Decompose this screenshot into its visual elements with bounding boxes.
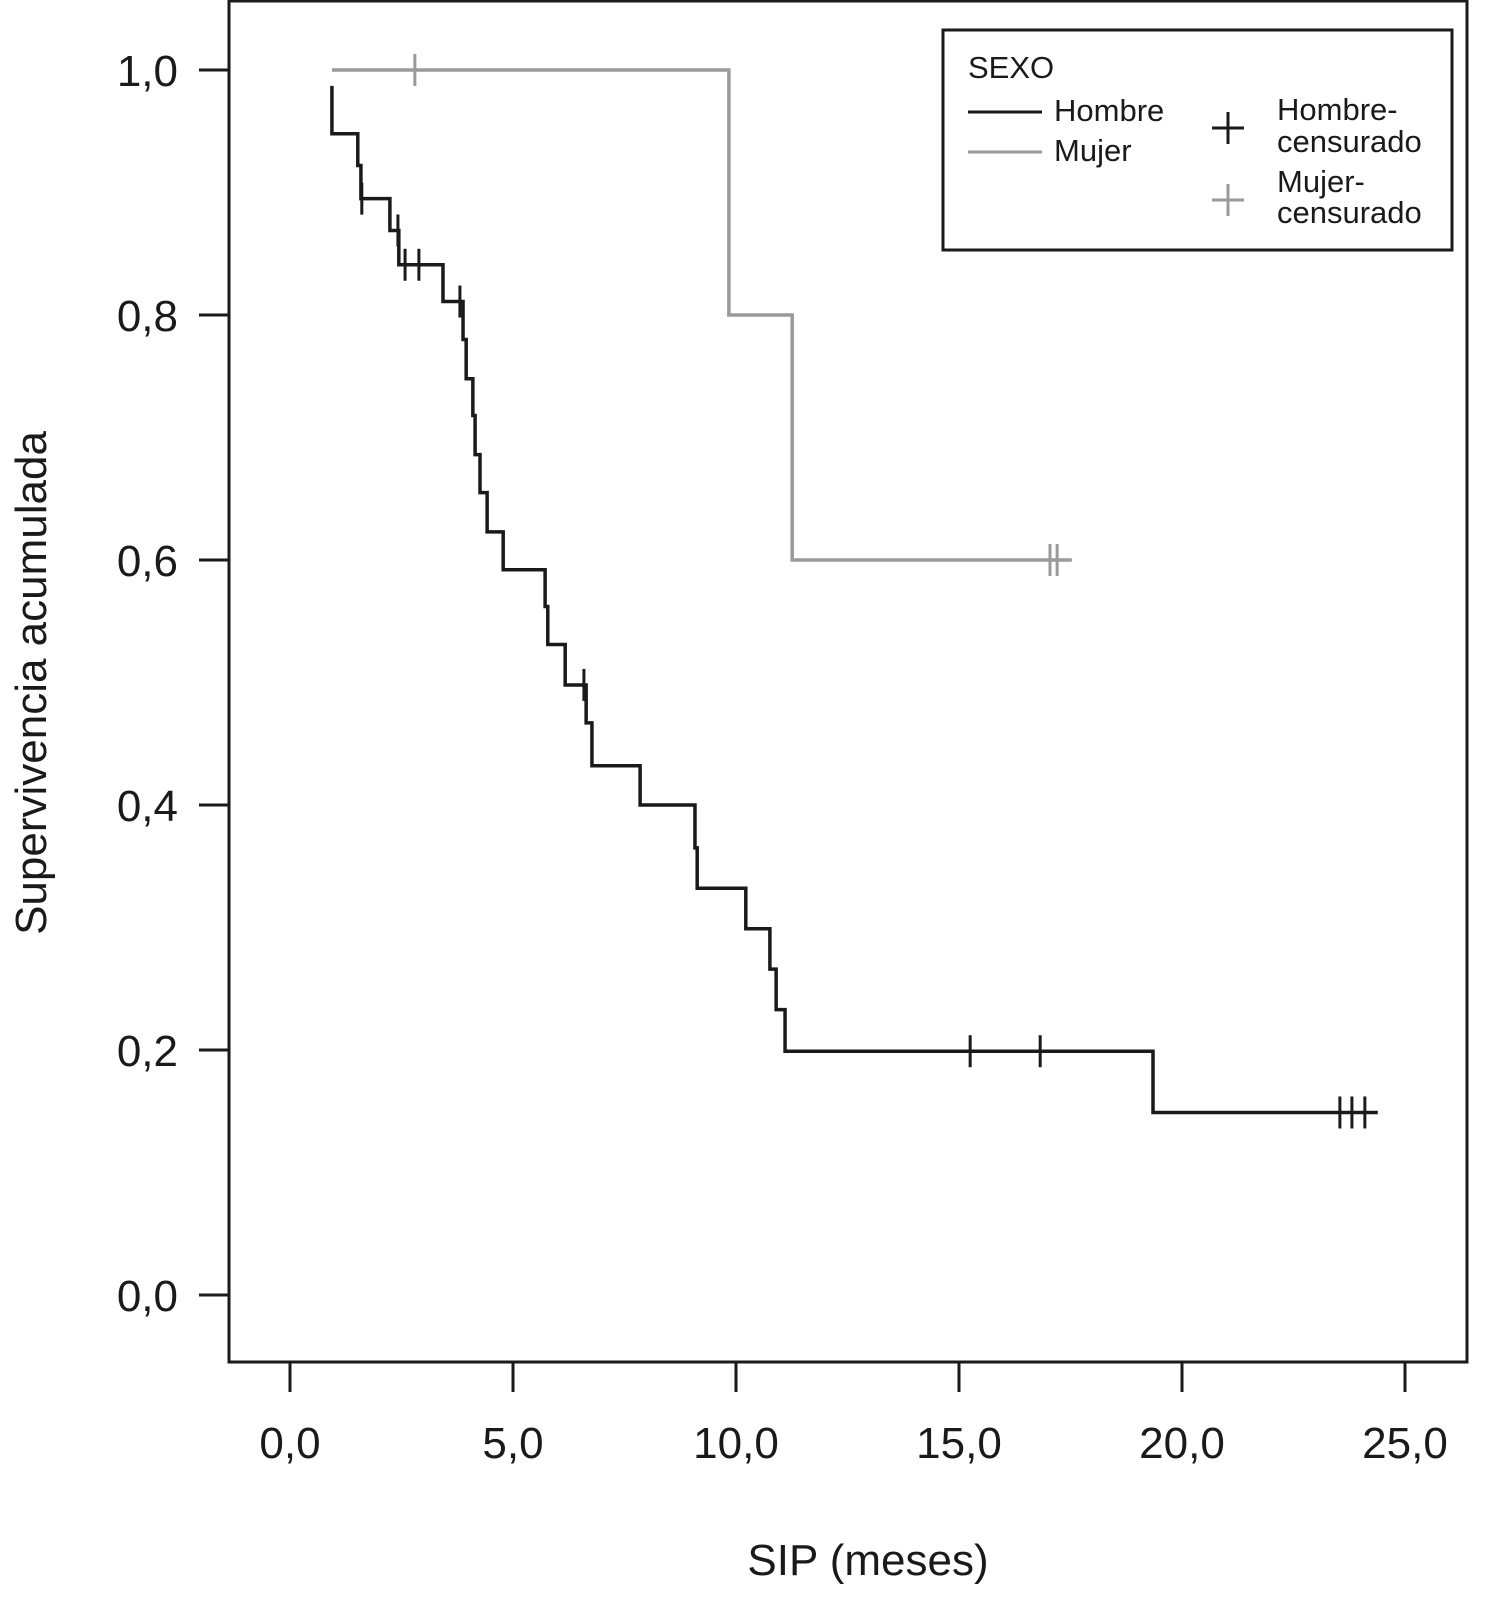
- survival-curve-mujer: [331, 68, 1072, 562]
- y-tick-label: 0,0: [117, 1272, 178, 1321]
- legend-label-hombre: Hombre: [1054, 93, 1164, 128]
- x-tick-label: 20,0: [1139, 1419, 1225, 1468]
- legend: SEXO Hombre Mujer Hombre- censurado Muje…: [941, 28, 1454, 252]
- legend-label-mujer-censurado-2: censurado: [1277, 195, 1422, 230]
- legend-title: SEXO: [968, 50, 1054, 85]
- legend-label-mujer: Mujer: [1054, 133, 1132, 168]
- y-tick-label: 0,4: [117, 782, 178, 831]
- legend-box: [941, 28, 1454, 252]
- x-axis-label: SIP (meses): [747, 1536, 988, 1585]
- legend-label-mujer-censurado: Mujer-: [1277, 164, 1365, 199]
- y-tick-label: 0,2: [117, 1027, 178, 1076]
- x-tick-label: 15,0: [916, 1419, 1002, 1468]
- y-tick-label: 1,0: [117, 47, 178, 96]
- y-tick-label: 0,8: [117, 292, 178, 341]
- legend-censor-hombre-icon: [1212, 112, 1244, 144]
- x-tick-label: 5,0: [482, 1419, 543, 1468]
- x-tick-label: 10,0: [693, 1419, 779, 1468]
- x-tick-label: 0,0: [259, 1419, 320, 1468]
- y-tick-label: 0,6: [117, 537, 178, 586]
- survival-curve-hombre: [330, 85, 1378, 1115]
- x-tick-label: 25,0: [1362, 1419, 1448, 1468]
- y-axis-label: Supervivencia acumulada: [7, 431, 56, 935]
- legend-censor-mujer-icon: [1212, 184, 1244, 216]
- plot-frame: [227, 0, 1469, 1364]
- legend-label-hombre-censurado: Hombre-: [1277, 92, 1398, 127]
- legend-label-hombre-censurado-2: censurado: [1277, 124, 1422, 159]
